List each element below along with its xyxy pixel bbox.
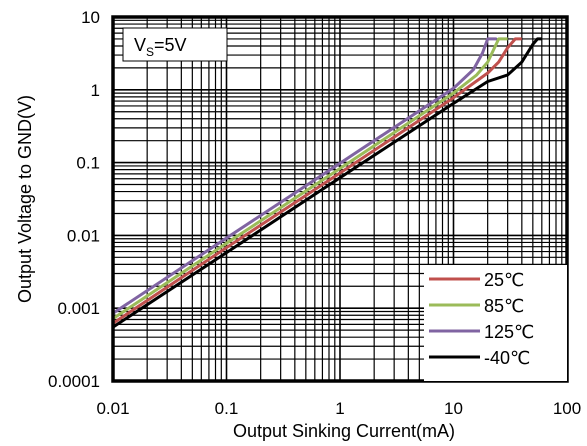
- legend-background: [424, 265, 567, 381]
- y-tick-labels: 0.0001 0.001 0.01 0.1 1 10: [48, 8, 100, 391]
- legend-label: 85℃: [484, 296, 524, 316]
- y-tick-label: 0.001: [57, 299, 100, 318]
- y-tick-label: 1: [91, 81, 100, 100]
- x-tick-label: 1: [335, 399, 344, 418]
- plot-frame: [111, 15, 569, 383]
- annotation-sub: S: [146, 45, 154, 59]
- svg-text:VS=5V: VS=5V: [134, 35, 187, 59]
- legend: 25℃ 85℃ 125℃ -40℃: [424, 265, 567, 381]
- supply-voltage-annotation: VS=5V: [122, 27, 228, 62]
- annotation-rest: =5V: [154, 35, 187, 55]
- annotation-main: V: [134, 35, 146, 55]
- x-tick-label: 100: [553, 399, 581, 418]
- legend-label: 125℃: [484, 322, 534, 342]
- series-line-2: [112, 37, 497, 315]
- y-tick-label: 0.01: [67, 226, 100, 245]
- x-tick-label: 10: [444, 399, 463, 418]
- x-axis-label: Output Sinking Current(mA): [233, 421, 455, 441]
- x-tick-label: 0.01: [96, 399, 129, 418]
- x-tick-labels: 0.01 0.1 1 10 100: [96, 399, 581, 418]
- x-tick-label: 0.1: [215, 399, 239, 418]
- series-lines: [112, 37, 542, 329]
- y-tick-label: 0.0001: [48, 372, 100, 391]
- series-line-1: [112, 37, 508, 320]
- series-line-0: [112, 37, 522, 325]
- legend-label: 25℃: [484, 270, 524, 290]
- y-tick-label: 10: [81, 8, 100, 27]
- y-axis-label: Output Voltage to GND(V): [15, 95, 35, 303]
- y-tick-label: 0.1: [76, 154, 100, 173]
- series-line-3: [112, 37, 542, 329]
- legend-label: -40℃: [484, 348, 530, 368]
